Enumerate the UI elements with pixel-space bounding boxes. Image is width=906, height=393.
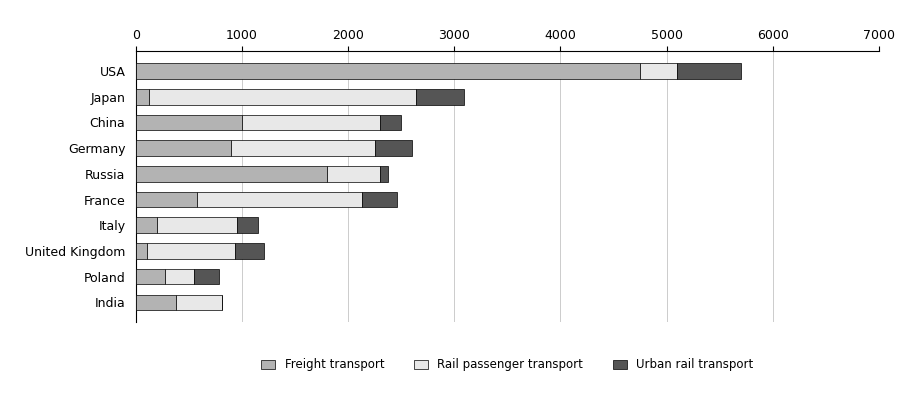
Bar [380, 166, 389, 182]
Bar [236, 217, 258, 233]
Bar [362, 192, 397, 207]
Legend: Freight transport, Rail passenger transport, Urban rail transport: Freight transport, Rail passenger transp… [256, 354, 758, 376]
Bar [242, 115, 380, 130]
Bar [416, 89, 464, 105]
Bar [640, 63, 677, 79]
Bar [165, 269, 194, 284]
Bar [136, 294, 177, 310]
Bar [677, 63, 741, 79]
Bar [235, 243, 265, 259]
Bar [136, 140, 231, 156]
Bar [375, 140, 412, 156]
Bar [157, 217, 236, 233]
Bar [327, 166, 380, 182]
Bar [136, 243, 147, 259]
Bar [136, 166, 327, 182]
Bar [136, 217, 157, 233]
Bar [136, 63, 640, 79]
Bar [198, 192, 362, 207]
Bar [177, 294, 222, 310]
Bar [147, 243, 235, 259]
Bar [136, 89, 149, 105]
Bar [194, 269, 218, 284]
Bar [380, 115, 401, 130]
Bar [149, 89, 416, 105]
Bar [231, 140, 375, 156]
Bar [136, 192, 198, 207]
Bar [136, 115, 242, 130]
Bar [136, 269, 165, 284]
